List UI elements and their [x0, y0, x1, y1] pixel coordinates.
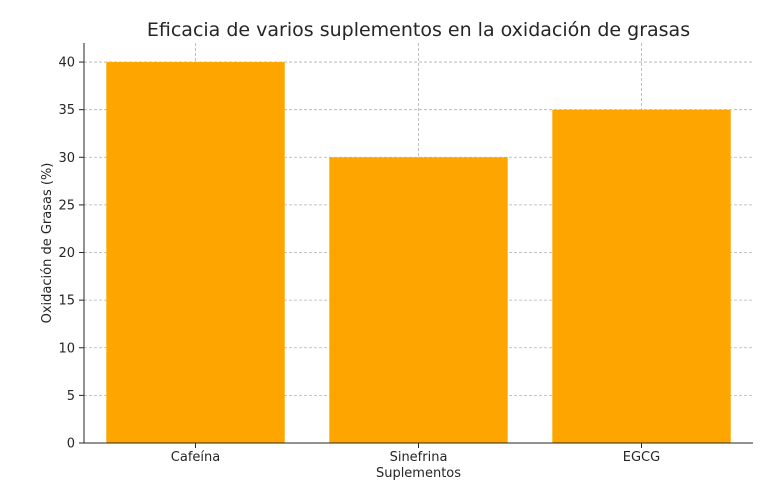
y-tick-label: 15	[58, 294, 75, 309]
y-tick-label: 10	[58, 341, 75, 356]
y-tick-label: 30	[58, 151, 75, 166]
y-tick-label: 5	[67, 389, 75, 404]
bar-egcg	[552, 109, 731, 444]
y-tick-label: 20	[58, 246, 75, 261]
y-ticks: 0 5 10 15 20 25 30 35 40	[58, 56, 84, 452]
x-axis-title: Suplementos	[376, 466, 461, 481]
y-axis-title: Oxidación de Grasas (%)	[40, 163, 55, 324]
bar-cafeína	[106, 62, 285, 444]
x-tick-label: Sinefrina	[390, 450, 448, 465]
y-tick-label: 0	[67, 437, 75, 452]
x-tick-label: EGCG	[623, 450, 660, 465]
bars	[106, 62, 731, 444]
chart-title: Eficacia de varios suplementos en la oxi…	[147, 19, 690, 41]
bar-sinefrina	[329, 157, 508, 444]
y-tick-label: 40	[58, 56, 75, 71]
x-ticks: Cafeína Sinefrina EGCG	[171, 443, 660, 465]
x-tick-label: Cafeína	[171, 450, 220, 465]
y-tick-label: 25	[58, 198, 75, 213]
y-tick-label: 35	[58, 103, 75, 118]
